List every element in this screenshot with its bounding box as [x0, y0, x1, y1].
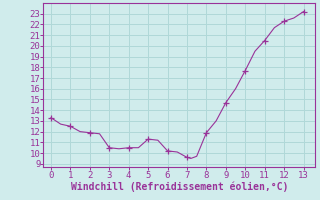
X-axis label: Windchill (Refroidissement éolien,°C): Windchill (Refroidissement éolien,°C) — [70, 182, 288, 192]
